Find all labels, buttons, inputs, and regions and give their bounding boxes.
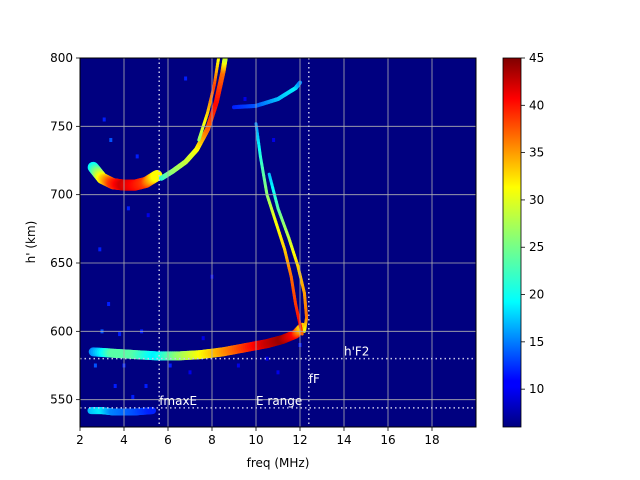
echo-speckle: [272, 138, 276, 142]
colorbar-ticks: 10 15 20 25 30 35 40 45: [521, 51, 544, 396]
echo-trace: [87, 161, 163, 191]
x-axis-label: freq (MHz): [247, 456, 310, 470]
echo-speckle: [109, 138, 113, 142]
x-tick-label: 14: [336, 433, 351, 447]
annotation-label: fmaxE: [159, 394, 197, 408]
echo-speckle: [201, 336, 205, 341]
y-axis: 550 600 650 700 750 800: [50, 51, 80, 407]
y-tick-label: 800: [50, 51, 73, 65]
annotations: fmaxE E range h'F2 fF: [159, 345, 369, 408]
colorbar-tick-label: 35: [529, 146, 544, 160]
plot-frame: [79, 57, 477, 428]
reference-lines: [80, 58, 476, 427]
annotation-label: fF: [309, 372, 320, 386]
y-tick-label: 600: [50, 324, 73, 338]
colorbar-gradient: [502, 57, 522, 428]
x-axis: 2 4 6 8 10 12 14 16 18: [76, 427, 440, 447]
y-tick-label: 550: [50, 393, 73, 407]
echo-speckle: [135, 154, 139, 159]
echo-trace: [197, 58, 221, 142]
echo-speckle: [126, 206, 130, 211]
x-tick-label: 4: [120, 433, 128, 447]
x-tick-label: 6: [164, 433, 172, 447]
echo-speckle: [107, 302, 111, 306]
colorbar-tick-label: 45: [529, 51, 544, 65]
heatmap-background: [80, 58, 476, 427]
echo-speckle: [102, 117, 106, 122]
annotation-label: E range: [256, 394, 302, 408]
echo-trace: [158, 58, 228, 181]
echo-speckle: [265, 356, 269, 361]
grid-lines: [79, 57, 476, 427]
echo-speckle: [276, 370, 280, 375]
echo-speckle: [118, 332, 122, 337]
plot-area: fmaxE E range h'F2 fF: [79, 57, 477, 428]
x-tick-label: 10: [248, 433, 263, 447]
echo-speckle: [243, 97, 247, 101]
echo-speckle: [93, 363, 97, 368]
echo-speckle: [236, 363, 240, 368]
colorbar-tick-label: 25: [529, 240, 544, 254]
echo-speckle: [168, 363, 172, 368]
y-tick-label: 650: [50, 256, 73, 270]
colorbar-tick-label: 20: [529, 288, 544, 302]
echo-speckle: [98, 247, 102, 252]
x-tick-label: 8: [208, 433, 216, 447]
echo-speckle: [131, 394, 135, 399]
colorbar-tick-label: 40: [529, 98, 544, 112]
colorbar: 10 15 20 25 30 35 40 45: [502, 51, 544, 428]
echo-speckle: [144, 384, 148, 388]
echo-speckle: [146, 213, 150, 218]
x-tick-label: 12: [292, 433, 307, 447]
x-tick-label: 16: [380, 433, 395, 447]
colorbar-tick-label: 30: [529, 193, 544, 207]
y-tick-label: 750: [50, 119, 73, 133]
echo-segment: [150, 170, 163, 182]
heatmap-echoes: [87, 58, 309, 416]
echo-trace: [87, 407, 157, 416]
y-tick-label: 700: [50, 188, 73, 202]
colorbar-tick-label: 15: [529, 335, 544, 349]
x-tick-label: 18: [424, 433, 439, 447]
y-axis-label: h' (km): [24, 221, 38, 264]
echo-speckle: [113, 384, 117, 388]
echo-speckle: [188, 370, 192, 375]
annotation-label: h'F2: [344, 345, 369, 359]
colorbar-tick-label: 10: [529, 382, 544, 396]
echo-speckle: [184, 76, 188, 81]
x-tick-label: 2: [76, 433, 84, 447]
